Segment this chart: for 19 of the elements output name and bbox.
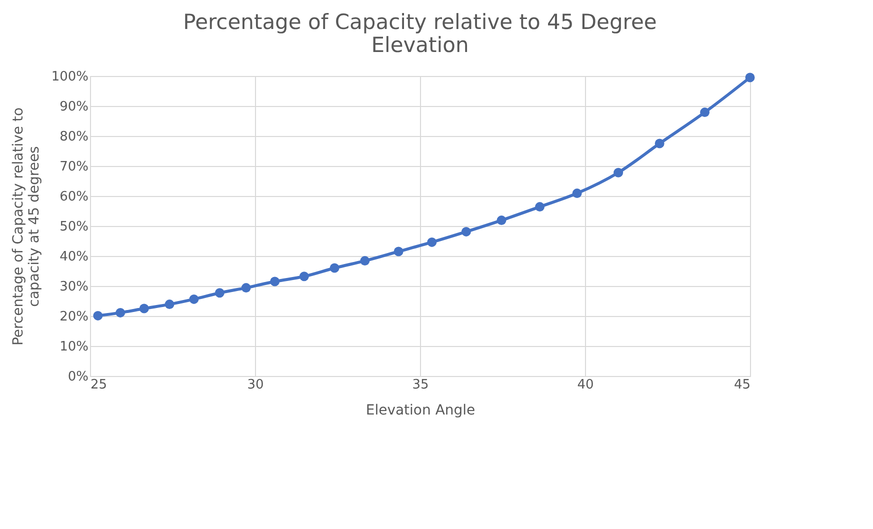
y-tick-label: 90% [60,100,88,114]
x-axis-title: Elevation Angle [366,402,476,418]
x-tick-label: 30 [247,378,264,392]
x-tick-label: 25 [90,378,108,392]
y-tick-label: 30% [60,280,88,294]
y-tick-label: 80% [60,130,88,144]
x-tick-label: 35 [412,378,429,392]
y-tick-label: 60% [60,190,88,204]
x-tick-label: 45 [734,378,750,392]
chart-title: Percentage of Capacity relative to 45 Degree Elevation [183,10,657,57]
y-tick-label: 20% [60,310,88,324]
y-tick-label: 50% [60,220,88,234]
y-tick-label: 100% [51,70,88,84]
y-tick-label: 40% [60,250,88,264]
x-tick-label: 40 [577,378,594,392]
y-tick-label: 70% [60,160,88,174]
y-axis-title: Percentage of Capacity relative to capacity at 45 degrees [10,107,42,346]
y-tick-label: 0% [68,370,88,384]
y-tick-label: 10% [60,340,88,354]
